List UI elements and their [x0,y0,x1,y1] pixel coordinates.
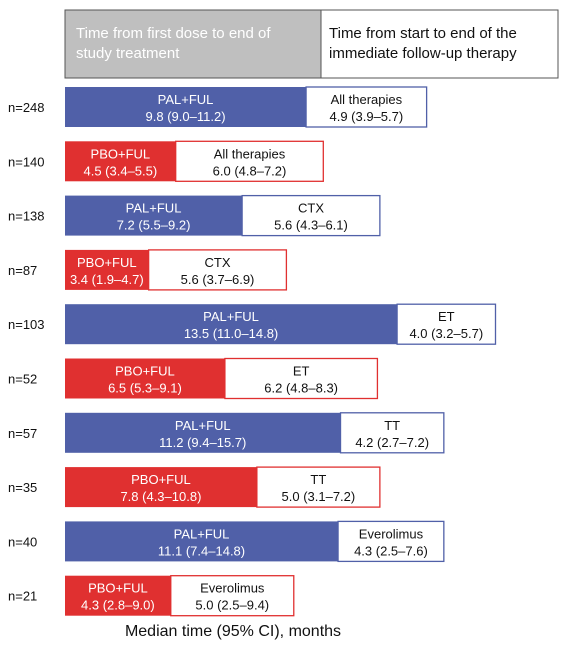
study-treatment-bar [65,412,341,453]
follow-up-bar [175,140,324,182]
follow-up-label: Everolimus [200,581,265,596]
study-treatment-bar [65,195,243,236]
legend-follow-up-line-2: immediate follow-up therapy [329,45,517,62]
legend-follow-up-swatch [320,9,559,79]
follow-up-ci-label: 5.6 (4.3–6.1) [274,218,348,233]
arm-label: PAL+FUL [158,92,214,107]
follow-up-label: TT [384,418,400,433]
legend-study-treatment-line-1: Time from first dose to end of [76,25,271,42]
follow-up-ci-label: 4.3 (2.5–7.6) [354,543,428,558]
row-n-label: n=248 [8,100,45,115]
row-n-label: n=87 [8,263,37,278]
arm-label: PAL+FUL [126,201,182,216]
follow-up-label: All therapies [331,92,403,107]
follow-up-ci-label: 4.9 (3.9–5.7) [329,109,403,124]
arm-ci-label: 11.2 (9.4–15.7) [159,435,246,450]
legend-study-treatment-swatch [64,9,322,79]
arm-ci-label: 3.4 (1.9–4.7) [70,272,144,287]
follow-up-ci-label: 6.0 (4.8–7.2) [213,163,287,178]
arm-ci-label: 4.5 (3.4–5.5) [83,163,157,178]
row-n-label: n=140 [8,154,45,169]
legend: Time from first dose to end of study tre… [64,9,559,79]
follow-up-bar [170,575,295,617]
bar-row: n=57 PAL+FUL 11.2 (9.4–15.7) TT 4.2 (2.7–7.2… [8,412,445,454]
study-treatment-bar [65,575,171,616]
follow-up-ci-label: 4.2 (2.7–7.2) [355,435,429,450]
follow-up-bar [305,86,428,128]
bar-row: n=248 PAL+FUL 9.8 (9.0–11.2) All therapies 4… [8,86,428,128]
row-n-label: n=103 [8,317,45,332]
arm-ci-label: 9.8 (9.0–11.2) [146,109,226,124]
arm-ci-label: 4.3 (2.8–9.0) [81,598,155,613]
bar-row: n=87 PBO+FUL 3.4 (1.9–4.7) CTX 5.6 (3.7–6.9) [8,249,288,291]
arm-label: PAL+FUL [203,309,259,324]
follow-up-label: ET [438,309,455,324]
row-n-label: n=21 [8,589,37,604]
arm-label: PBO+FUL [88,581,148,596]
bar-row: n=52 PBO+FUL 6.5 (5.3–9.1) ET 6.2 (4.8–8.3) [8,357,379,400]
follow-up-bar [224,357,379,400]
row-n-label: n=138 [8,209,45,224]
bar-row: n=138 PAL+FUL 7.2 (5.5–9.2) CTX 5.6 (4.3–6.1… [8,194,381,237]
arm-label: PBO+FUL [131,472,191,487]
follow-up-label: CTX [298,201,324,216]
bar-row: n=40 PAL+FUL 11.1 (7.4–14.8) Everolimus 4.3 … [8,520,445,563]
row-n-label: n=35 [8,480,37,495]
study-treatment-bar [65,358,225,399]
follow-up-bar [256,466,381,508]
arm-label: PBO+FUL [77,255,137,270]
arm-ci-label: 7.2 (5.5–9.2) [117,218,191,233]
row-n-label: n=52 [8,372,37,387]
arm-ci-label: 7.8 (4.3–10.8) [120,489,201,504]
follow-up-label: Everolimus [359,526,424,541]
follow-up-ci-label: 6.2 (4.8–8.3) [264,381,338,396]
legend-follow-up-line-1: Time from start to end of the [329,25,517,42]
follow-up-label: ET [293,364,310,379]
row-n-label: n=57 [8,426,37,441]
arm-label: PBO+FUL [91,146,151,161]
follow-up-bar [337,520,445,563]
study-treatment-bar [65,87,307,127]
row-n-label: n=40 [8,534,37,549]
follow-up-bar [339,412,445,454]
follow-up-ci-label: 5.0 (3.1–7.2) [282,489,356,504]
follow-up-ci-label: 5.6 (3.7–6.9) [181,272,255,287]
study-treatment-bar [65,304,398,345]
arm-label: PBO+FUL [115,364,175,379]
bar-row: n=140 PBO+FUL 4.5 (3.4–5.5) All therapies 6.… [8,140,324,182]
x-axis-label: Median time (95% CI), months [125,623,341,640]
arm-label: PAL+FUL [174,526,230,541]
follow-up-label: All therapies [214,146,286,161]
bar-row: n=103 PAL+FUL 13.5 (11.0–14.8) ET 4.0 (3.2–5… [8,303,497,345]
follow-up-label: TT [310,472,326,487]
bar-rows: n=248 PAL+FUL 9.8 (9.0–11.2) All therapies 4… [8,86,497,617]
follow-up-ci-label: 4.0 (3.2–5.7) [409,326,483,341]
arm-ci-label: 13.5 (11.0–14.8) [184,326,278,341]
follow-up-bar [147,249,288,291]
arm-ci-label: 6.5 (5.3–9.1) [108,381,182,396]
study-treatment-bar [65,141,176,182]
arm-label: PAL+FUL [175,418,231,433]
bar-row: n=21 PBO+FUL 4.3 (2.8–9.0) Everolimus 5.0 (2… [8,575,295,617]
arm-ci-label: 11.1 (7.4–14.8) [158,543,245,558]
follow-up-bar [241,194,381,237]
study-treatment-bar [65,467,257,508]
follow-up-label: CTX [205,255,231,270]
follow-up-ci-label: 5.0 (2.5–9.4) [195,598,269,613]
follow-up-bar [396,303,497,345]
bar-row: n=35 PBO+FUL 7.8 (4.3–10.8) TT 5.0 (3.1–7.2) [8,466,381,508]
study-treatment-bar [65,249,149,290]
legend-study-treatment-line-2: study treatment [76,45,180,62]
study-treatment-bar [65,521,339,562]
